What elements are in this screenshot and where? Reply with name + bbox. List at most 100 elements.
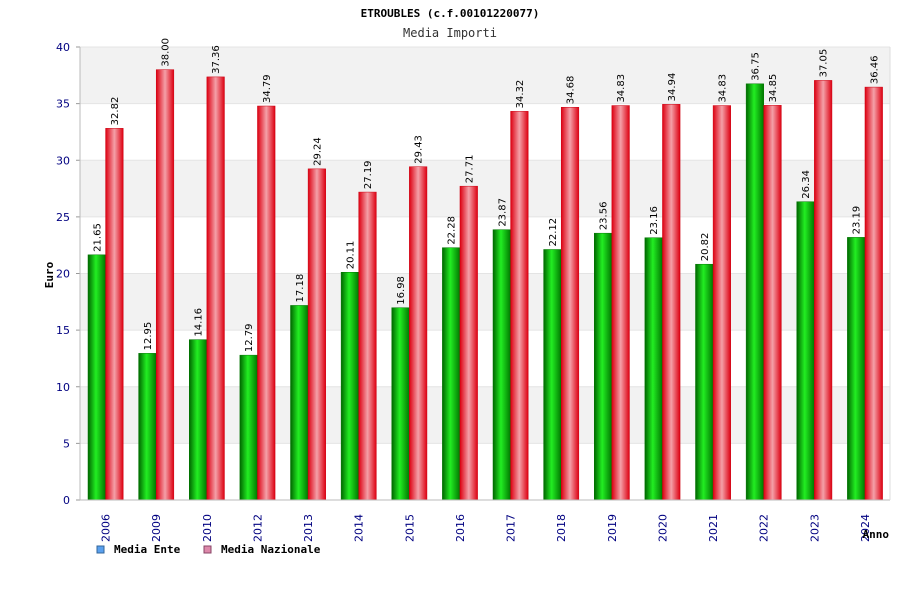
legend-label-media-ente: Media Ente bbox=[114, 543, 181, 556]
bar-media-ente-2009 bbox=[138, 353, 157, 501]
chart-subtitle: Media Importi bbox=[403, 26, 497, 40]
x-tick-label-2020: 2020 bbox=[656, 514, 669, 542]
value-label-media-nazionale-2022: 34.85 bbox=[768, 74, 779, 103]
value-label-media-nazionale-2006: 32.82 bbox=[110, 97, 121, 126]
y-tick-label: 40 bbox=[56, 41, 70, 54]
value-label-media-nazionale-2009: 38.00 bbox=[161, 38, 172, 67]
value-label-media-ente-2022: 36.75 bbox=[750, 52, 761, 81]
bar-media-nazionale-2018 bbox=[560, 106, 580, 501]
bar-media-ente-2020 bbox=[644, 237, 663, 501]
value-label-media-nazionale-2023: 37.05 bbox=[819, 49, 830, 78]
y-tick-label: 0 bbox=[63, 494, 70, 507]
value-label-media-nazionale-2021: 34.83 bbox=[717, 74, 728, 103]
value-label-media-ente-2017: 23.87 bbox=[497, 198, 508, 227]
bar-media-nazionale-2016 bbox=[459, 185, 478, 501]
value-label-media-ente-2018: 22.12 bbox=[548, 218, 559, 247]
value-label-media-ente-2014: 20.11 bbox=[345, 241, 356, 270]
bar-media-ente-2021 bbox=[695, 263, 714, 501]
legend-swatch-media-ente bbox=[96, 545, 105, 554]
legend: Media Ente Media Nazionale bbox=[96, 543, 321, 556]
value-label-media-ente-2006: 21.65 bbox=[92, 223, 103, 252]
value-label-media-nazionale-2015: 29.43 bbox=[414, 135, 425, 164]
x-tick-label-2016: 2016 bbox=[454, 514, 467, 542]
x-tick-label-2013: 2013 bbox=[302, 514, 315, 542]
x-tick-label-2017: 2017 bbox=[505, 514, 518, 542]
bar-media-nazionale-2022 bbox=[763, 105, 782, 501]
x-tick-label-2010: 2010 bbox=[201, 514, 214, 542]
value-labels: 21.65 32.82 12.95 38.00 14.16 37.36 12.79 34.79… bbox=[92, 38, 880, 352]
value-label-media-ente-2010: 14.16 bbox=[194, 308, 205, 337]
x-tick-label-2006: 2006 bbox=[100, 514, 113, 542]
value-label-media-nazionale-2024: 36.46 bbox=[869, 55, 880, 84]
bar-media-ente-2014 bbox=[340, 272, 359, 501]
bar-media-ente-2024 bbox=[847, 237, 866, 501]
axes bbox=[79, 47, 891, 501]
bar-media-nazionale-2020 bbox=[662, 104, 681, 501]
y-tick-label: 15 bbox=[56, 324, 70, 337]
value-label-media-nazionale-2019: 34.83 bbox=[616, 74, 627, 103]
legend-label-media-nazionale: Media Nazionale bbox=[221, 543, 321, 556]
y-axis-label: Euro bbox=[43, 261, 56, 288]
y-tick-label: 5 bbox=[63, 437, 70, 450]
value-label-media-nazionale-2020: 34.94 bbox=[667, 73, 678, 102]
value-label-media-ente-2023: 26.34 bbox=[801, 170, 812, 199]
x-tick-label-2021: 2021 bbox=[707, 514, 720, 542]
value-label-media-ente-2009: 12.95 bbox=[143, 322, 154, 351]
value-label-media-ente-2015: 16.98 bbox=[396, 276, 407, 305]
bar-media-nazionale-2015 bbox=[409, 166, 428, 501]
value-label-media-nazionale-2018: 34.68 bbox=[566, 76, 577, 105]
value-label-media-ente-2016: 22.28 bbox=[447, 216, 458, 245]
bar-media-ente-2018 bbox=[543, 249, 562, 501]
x-tick-label-2023: 2023 bbox=[808, 514, 821, 542]
value-label-media-ente-2020: 23.16 bbox=[649, 206, 660, 235]
bar-media-ente-2013 bbox=[290, 305, 309, 501]
bar-media-nazionale-2013 bbox=[307, 168, 326, 501]
y-tick-label: 10 bbox=[56, 381, 70, 394]
x-axis-label: Anno bbox=[863, 528, 890, 541]
bar-media-nazionale-2023 bbox=[814, 80, 833, 501]
bar-media-ente-2019 bbox=[594, 232, 613, 501]
x-tick-label-2014: 2014 bbox=[353, 514, 366, 542]
bar-media-ente-2016 bbox=[442, 247, 461, 501]
value-label-media-nazionale-2017: 34.32 bbox=[515, 80, 526, 109]
bar-media-nazionale-2010 bbox=[206, 76, 225, 501]
bar-media-ente-2023 bbox=[796, 201, 815, 501]
bar-media-nazionale-2021 bbox=[712, 105, 731, 501]
value-label-media-nazionale-2012: 34.79 bbox=[262, 74, 273, 103]
chart-title: ETROUBLES (c.f.00101220077) bbox=[361, 7, 540, 20]
bar-media-ente-2006 bbox=[87, 254, 106, 501]
value-label-media-ente-2024: 23.19 bbox=[852, 206, 863, 235]
value-label-media-nazionale-2014: 27.19 bbox=[363, 160, 374, 189]
value-label-media-ente-2019: 23.56 bbox=[599, 202, 610, 231]
bar-media-nazionale-2014 bbox=[358, 191, 377, 501]
x-tick-label-2018: 2018 bbox=[555, 514, 568, 542]
legend-swatch-media-nazionale bbox=[203, 545, 212, 554]
bar-media-ente-2010 bbox=[189, 339, 208, 501]
x-tick-labels: 2006 2009 2010 2012 2013 2014 2015 2016 2017 2018… bbox=[100, 514, 872, 542]
value-label-media-ente-2013: 17.18 bbox=[295, 274, 306, 303]
bar-media-ente-2012 bbox=[239, 354, 258, 501]
y-tick-label: 35 bbox=[56, 98, 70, 111]
value-label-media-nazionale-2010: 37.36 bbox=[211, 45, 222, 74]
x-tick-label-2019: 2019 bbox=[606, 514, 619, 542]
value-label-media-ente-2012: 12.79 bbox=[244, 324, 255, 353]
value-label-media-ente-2021: 20.82 bbox=[700, 233, 711, 262]
bar-media-ente-2022 bbox=[745, 83, 764, 501]
bar-media-ente-2015 bbox=[391, 307, 410, 501]
value-label-media-nazionale-2013: 29.24 bbox=[312, 137, 323, 166]
x-tick-label-2024: 2024 bbox=[859, 514, 872, 542]
y-tick-label: 30 bbox=[56, 154, 70, 167]
bar-media-nazionale-2019 bbox=[611, 105, 630, 501]
bar-media-nazionale-2024 bbox=[864, 86, 883, 501]
bar-media-nazionale-2017 bbox=[510, 111, 529, 501]
x-tick-label-2015: 2015 bbox=[403, 514, 416, 542]
y-tick-labels: 0 5 10 15 20 25 30 35 40 bbox=[56, 41, 70, 507]
x-tick-label-2022: 2022 bbox=[758, 514, 771, 542]
bar-media-nazionale-2012 bbox=[257, 105, 276, 501]
x-tick-label-2009: 2009 bbox=[150, 514, 163, 542]
bar-media-nazionale-2006 bbox=[105, 128, 124, 501]
x-tick-label-2012: 2012 bbox=[251, 514, 264, 542]
y-tick-label: 25 bbox=[56, 211, 70, 224]
bar-media-nazionale-2009 bbox=[155, 69, 175, 501]
